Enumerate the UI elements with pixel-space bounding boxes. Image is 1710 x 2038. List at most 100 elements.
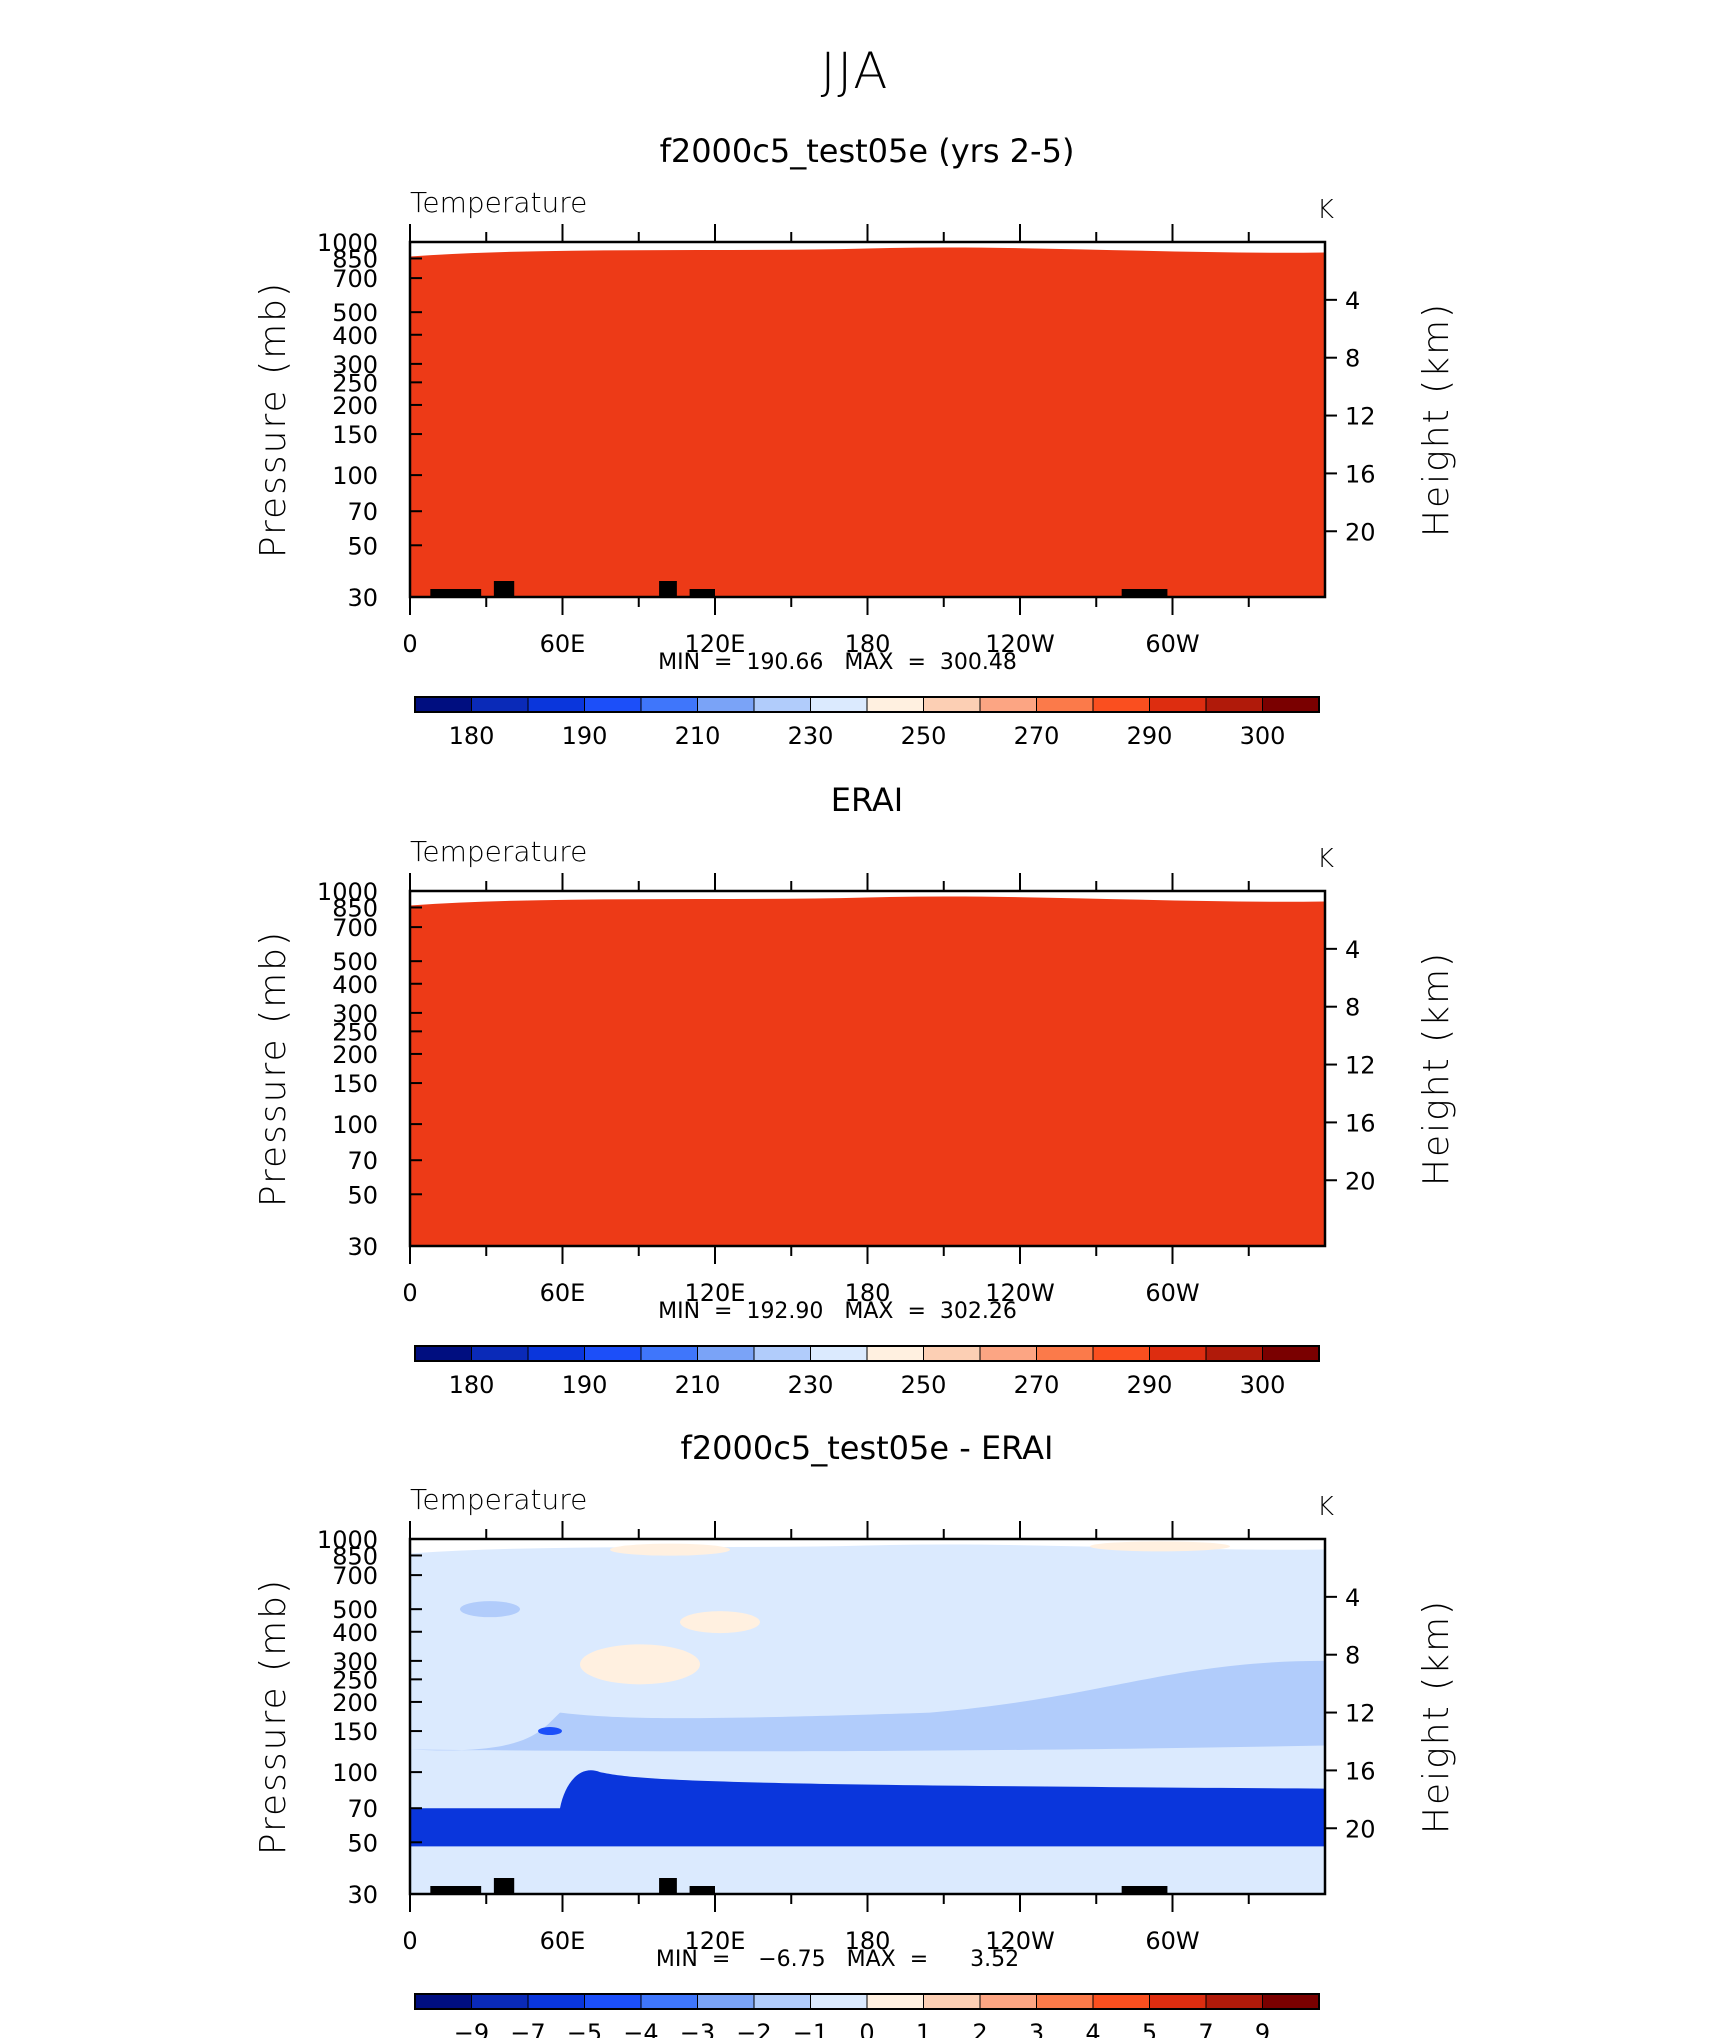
colorbar-label: 250 [901,722,947,750]
colorbar-label: 9 [1255,2019,1270,2038]
contour-region-mid [460,1601,520,1618]
x-tick-label: 120E [685,1927,746,1955]
colorbar-label: −1 [793,2019,828,2038]
colorbar-swatch [1036,1993,1094,2010]
y2-axis-label: Height (km) [1416,1599,1457,1834]
y2-tick-label: 8 [1345,994,1360,1022]
y2-tick-label: 4 [1345,287,1360,315]
x-tick-label: 180 [845,1279,891,1307]
colorbar-swatch [1262,696,1320,713]
topography-block [493,581,515,597]
y2-tick-label: 8 [1345,345,1360,373]
y2-tick-label: 4 [1345,936,1360,964]
y-tick-label: 250 [332,1666,378,1694]
colorbar-swatch [414,1993,472,2010]
y-tick-label: 200 [332,392,378,420]
y-tick-label: 200 [332,1689,378,1717]
topography-block [1121,1886,1168,1894]
colorbar-swatch [697,696,755,713]
y-axis-label: Pressure (mb) [253,930,294,1207]
x-tick-label: 180 [845,630,891,658]
colorbar-label: 270 [1014,722,1060,750]
colorbar-swatch [1092,1345,1150,1362]
contour-region-warm [680,1611,760,1634]
y-tick-label: 700 [332,914,378,942]
colorbar-swatch [923,696,981,713]
y-tick-label: 500 [332,948,378,976]
y2-tick-label: 12 [1345,403,1376,431]
colorbar-label: 250 [901,1371,947,1399]
y-tick-label: 1000 [317,1526,378,1554]
topography-block [659,581,677,597]
colorbar: 180 190 210 230 250 270 290 300 [414,1345,1320,1399]
colorbar: 180 190 210 230 250 270 290 300 [414,696,1320,750]
contour-fill [410,896,1325,1246]
y-tick-label: 250 [332,369,378,397]
y2-axis-label: Height (km) [1416,302,1457,537]
colorbar-swatch [753,1993,811,2010]
min-max-stats: MIN = 192.90 MAX = 302.26 [658,1299,1017,1324]
contour-region-warm [1090,1541,1230,1552]
colorbar-label: 2 [972,2019,987,2038]
min-max-stats: MIN = −6.75 MAX = 3.52 [656,1947,1019,1972]
y-tick-label: 70 [347,1147,378,1175]
colorbar-frame [414,1345,1320,1362]
y-tick-label: 400 [332,1619,378,1647]
contour-region-cold [410,1770,1325,1847]
y-tick-label: 1000 [317,229,378,257]
colorbar-swatch [979,1345,1037,1362]
units-label: K [1317,195,1334,225]
contour-fill [410,1541,1325,1894]
topography-block [689,1886,715,1894]
colorbar-swatch [584,1345,642,1362]
x-tick-label: 60W [1145,1279,1199,1307]
y-tick-label: 500 [332,299,378,327]
y-tick-label: 150 [332,1070,378,1098]
y2-tick-label: 20 [1345,518,1376,546]
colorbar-label: 270 [1014,1371,1060,1399]
colorbar-frame [414,1993,1320,2010]
variable-label: Temperature [410,835,587,868]
colorbar-swatch [753,1345,811,1362]
colorbar-label: 190 [562,722,608,750]
y-tick-label: 100 [332,462,378,490]
x-tick-label: 60E [540,1927,586,1955]
y-tick-label: 200 [332,1041,378,1069]
colorbar-swatch [866,696,924,713]
colorbar-label: 4 [1085,2019,1100,2038]
min-max-stats: MIN = 190.66 MAX = 300.48 [658,650,1017,675]
y-tick-label: 850 [332,1542,378,1570]
y-tick-label: 250 [332,1018,378,1046]
y2-tick-label: 16 [1345,1109,1376,1137]
colorbar-swatch [1092,1993,1150,2010]
colorbar-swatch [527,696,585,713]
y-tick-label: 150 [332,421,378,449]
x-tick-label: 0 [402,1927,417,1955]
colorbar-label: 210 [675,722,721,750]
colorbar-label: 5 [1142,2019,1157,2038]
y-tick-label: 400 [332,971,378,999]
colorbar-label: 300 [1240,722,1286,750]
topography-block [430,589,482,597]
x-tick-label: 120W [985,1279,1055,1307]
colorbar-swatch [640,1345,698,1362]
y-tick-label: 50 [347,1829,378,1857]
topography-block [430,1886,482,1894]
colorbar-swatch [866,1993,924,2010]
x-tick-label: 60E [540,630,586,658]
colorbar-label: 180 [449,1371,495,1399]
contour-region-warm [610,1543,730,1556]
colorbar-swatch [697,1993,755,2010]
colorbar-swatch [923,1345,981,1362]
page-title: JJA [820,42,890,100]
colorbar-swatch [697,1345,755,1362]
contour-region-warm [580,1644,700,1685]
y-tick-label: 50 [347,1181,378,1209]
x-tick-label: 0 [402,1279,417,1307]
colorbar-swatch [979,1993,1037,2010]
topography-block [1121,589,1168,597]
colorbar-label: −9 [454,2019,489,2038]
